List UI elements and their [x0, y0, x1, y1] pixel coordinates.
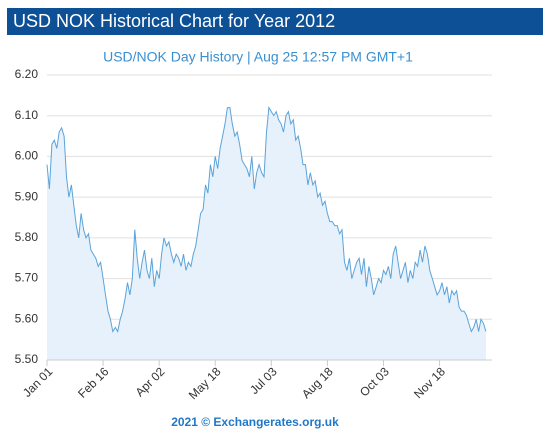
x-tick-label: Oct 03 [357, 364, 392, 399]
y-tick-label: 5.60 [15, 311, 39, 325]
x-tick-label: Aug 18 [299, 364, 336, 401]
x-tick-label: Feb 16 [75, 364, 112, 401]
x-tick-label: Nov 18 [411, 364, 448, 401]
x-tick-label: May 18 [186, 364, 224, 402]
area-fill [47, 107, 486, 360]
footer: 2021 © Exchangerates.org.uk [171, 415, 339, 429]
y-tick-label: 6.00 [15, 149, 39, 163]
x-tick-label: Jul 03 [247, 364, 280, 397]
y-tick-label: 5.70 [15, 271, 39, 285]
x-tick-label: Jan 01 [20, 364, 56, 400]
y-tick-label: 5.50 [15, 352, 39, 366]
x-tick-label: Apr 02 [133, 364, 168, 399]
chart-subtitle: USD/NOK Day History | Aug 25 12:57 PM GM… [103, 49, 413, 65]
y-tick-label: 5.80 [15, 230, 39, 244]
price-line [46, 106, 487, 333]
header-bar [7, 8, 543, 35]
y-tick-label: 6.20 [15, 67, 39, 81]
y-tick-label: 5.90 [15, 189, 39, 203]
chart-title: USD NOK Historical Chart for Year 2012 [13, 11, 335, 31]
y-tick-label: 6.10 [15, 108, 39, 122]
